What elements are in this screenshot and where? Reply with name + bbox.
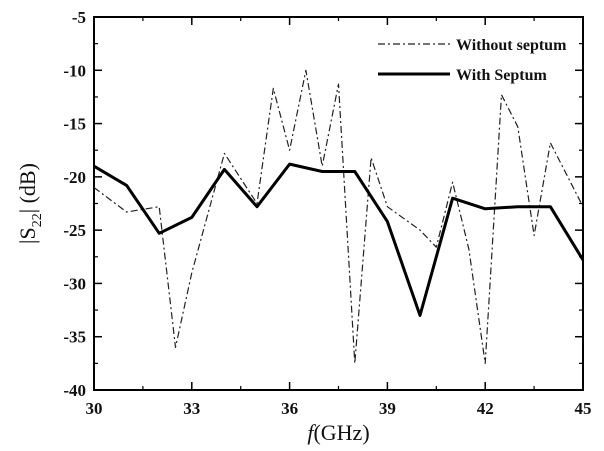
x-tick-label: 33: [183, 399, 200, 418]
y-tick-label: -25: [63, 221, 86, 240]
legend: Without septum With Septum: [378, 37, 567, 84]
x-tick-label: 45: [575, 399, 592, 418]
y-tick-label: -5: [72, 8, 86, 27]
axis-labels: f(GHz) |S22| (dB): [15, 163, 370, 445]
series-line-without-septum: [93, 69, 584, 364]
y-tick-label: -15: [63, 115, 86, 134]
y-axis-unit: | (dB): [15, 163, 40, 213]
y-tick-label: -10: [63, 61, 86, 80]
x-axis-title: f(GHz): [307, 420, 369, 445]
x-tick-label: 36: [281, 399, 298, 418]
y-axis-subscript: 22: [30, 213, 45, 227]
axis-ticks: 30 33 36 39 42 45 -5 -10 -15 -20 -25 -30 -35 -40: [63, 8, 591, 418]
y-tick-label: -35: [63, 328, 86, 347]
x-axis-unit: (GHz): [313, 420, 369, 445]
series-line-with-septum: [93, 162, 585, 317]
y-axis-title: |S22| (dB): [15, 163, 45, 244]
x-tick-label: 39: [379, 399, 396, 418]
y-axis-symbol: |S: [15, 227, 40, 244]
series-layer: [93, 69, 585, 364]
x-tick-label: 30: [86, 399, 103, 418]
x-axis-symbol: f: [307, 420, 316, 445]
y-tick-label: -40: [63, 381, 86, 400]
x-tick-label: 42: [477, 399, 494, 418]
legend-label: Without septum: [456, 37, 567, 54]
legend-label: With Septum: [456, 67, 548, 84]
y-tick-label: -20: [63, 168, 86, 187]
y-tick-label: -30: [63, 274, 86, 293]
